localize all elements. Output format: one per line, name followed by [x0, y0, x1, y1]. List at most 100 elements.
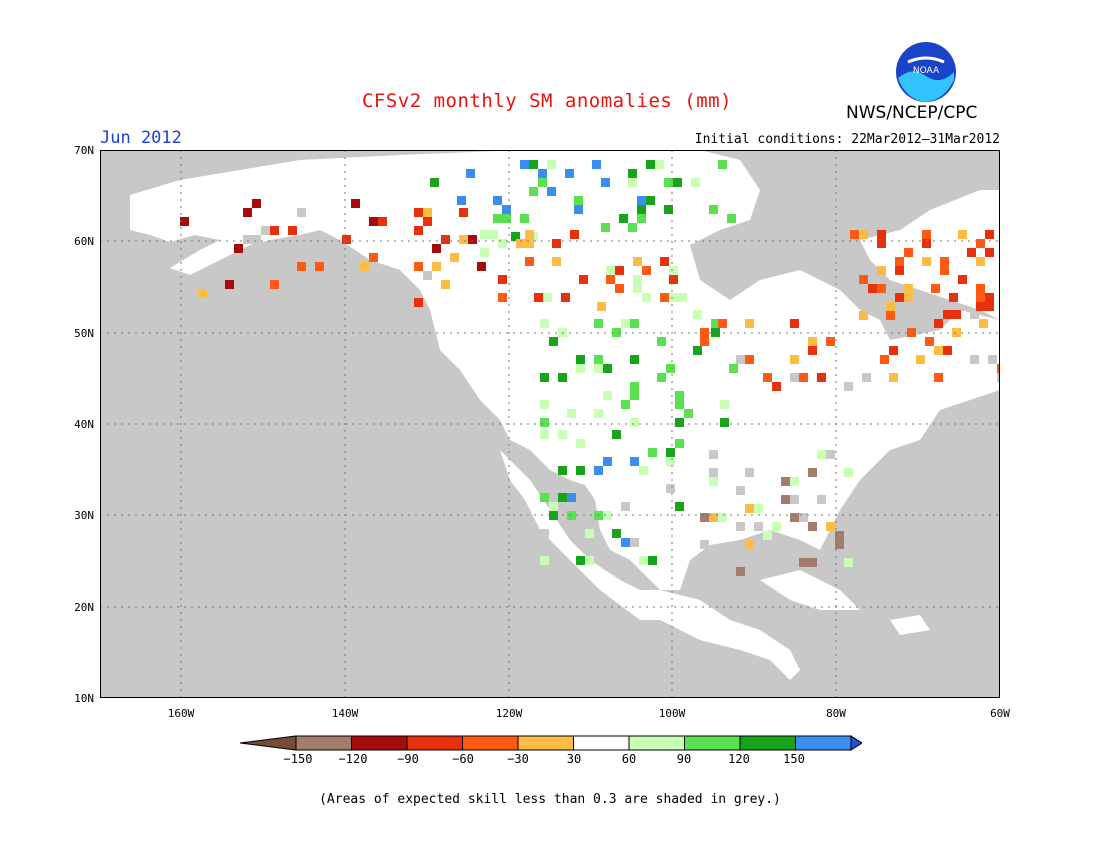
anomaly-cell: [660, 293, 669, 302]
anomaly-cell: [666, 364, 675, 373]
anomaly-cell: [976, 302, 985, 311]
anomaly-cell: [997, 364, 1000, 373]
anomaly-cell: [711, 319, 720, 328]
anomaly-cell: [673, 178, 682, 187]
legend-label: −120: [338, 752, 368, 766]
anomaly-cell: [576, 364, 585, 373]
logo-text: NOAA: [913, 66, 940, 76]
anomaly-cell: [585, 556, 594, 565]
anomaly-cell: [603, 457, 612, 466]
anomaly-cell: [997, 373, 1000, 382]
anomaly-cell: [288, 226, 297, 235]
anomaly-cell: [790, 319, 799, 328]
anomaly-cell: [511, 232, 520, 241]
anomaly-cell: [799, 558, 808, 567]
chart-title: CFSv2 monthly SM anomalies (mm): [361, 90, 733, 112]
anomaly-cell: [351, 199, 360, 208]
anomaly-cell: [916, 310, 925, 319]
legend-swatch: [628, 735, 685, 751]
anomaly-cell: [549, 502, 558, 511]
anomaly-cell: [889, 373, 898, 382]
anomaly-cell: [931, 284, 940, 293]
anomaly-cell: [547, 160, 556, 169]
anomaly-cell: [808, 468, 817, 477]
anomaly-map: [100, 150, 1000, 698]
anomaly-cell: [664, 205, 673, 214]
anomaly-cell: [540, 418, 549, 427]
anomaly-cell: [985, 302, 994, 311]
anomaly-cell: [660, 257, 669, 266]
anomaly-cell: [916, 355, 925, 364]
anomaly-cell: [477, 262, 486, 271]
lon-label: 160W: [167, 707, 195, 720]
legend-swatch: [351, 735, 408, 751]
anomaly-cell: [594, 409, 603, 418]
anomaly-cell: [859, 275, 868, 284]
anomaly-cell: [549, 511, 558, 520]
anomaly-cell: [772, 382, 781, 391]
anomaly-cell: [895, 257, 904, 266]
anomaly-cell: [952, 310, 961, 319]
anomaly-cell: [234, 244, 243, 253]
anomaly-cell: [621, 502, 630, 511]
anomaly-cell: [720, 418, 729, 427]
anomaly-cell: [835, 522, 844, 531]
anomaly-cell: [967, 248, 976, 257]
anomaly-cell: [520, 214, 529, 223]
anomaly-cell: [799, 513, 808, 522]
anomaly-cell: [480, 230, 489, 239]
anomaly-cell: [736, 567, 745, 576]
anomaly-cell: [378, 217, 387, 226]
anomaly-cell: [529, 160, 538, 169]
anomaly-cell: [646, 196, 655, 205]
lon-label: 140W: [331, 707, 359, 720]
anomaly-cell: [826, 337, 835, 346]
anomaly-cell: [466, 169, 475, 178]
anomaly-cell: [958, 275, 967, 284]
map-gridlines: [100, 150, 1000, 698]
anomaly-cell: [529, 187, 538, 196]
anomaly-cell: [669, 275, 678, 284]
anomaly-cell: [574, 205, 583, 214]
anomaly-cell: [657, 337, 666, 346]
anomaly-cell: [621, 319, 630, 328]
anomaly-cell: [558, 430, 567, 439]
legend-label: −60: [452, 752, 474, 766]
anomaly-cell: [859, 311, 868, 320]
anomaly-cell: [558, 373, 567, 382]
anomaly-cell: [976, 239, 985, 248]
anomaly-cell: [597, 302, 606, 311]
legend-label: 90: [676, 752, 692, 766]
anomaly-cell: [709, 549, 718, 558]
anomaly-cell: [799, 373, 808, 382]
anomaly-cell: [711, 328, 720, 337]
anomaly-cell: [675, 439, 684, 448]
anomaly-cell: [709, 477, 718, 486]
anomaly-cell: [489, 230, 498, 239]
lon-label: 60W: [990, 707, 1010, 720]
anomaly-cell: [720, 400, 729, 409]
anomaly-cell: [642, 293, 651, 302]
legend-swatch: [295, 735, 352, 751]
anomaly-cell: [790, 477, 799, 486]
anomaly-cell: [669, 293, 678, 302]
anomaly-cell: [630, 355, 639, 364]
anomaly-cell: [745, 355, 754, 364]
anomaly-cell: [934, 373, 943, 382]
anomaly-cell: [567, 511, 576, 520]
anomaly-cell: [441, 235, 450, 244]
anomaly-cell: [574, 196, 583, 205]
anomaly-cell: [576, 439, 585, 448]
anomaly-cell: [297, 262, 306, 271]
anomaly-cell: [594, 364, 603, 373]
anomaly-cell: [498, 275, 507, 284]
anomaly-cell: [603, 391, 612, 400]
anomaly-cell: [700, 337, 709, 346]
anomaly-cell: [709, 468, 718, 477]
anomaly-cell: [639, 466, 648, 475]
anomaly-cell: [450, 253, 459, 262]
anomaly-cell: [423, 217, 432, 226]
anomaly-cell: [414, 298, 423, 307]
anomaly-cell: [360, 262, 369, 271]
anomaly-cell: [976, 257, 985, 266]
